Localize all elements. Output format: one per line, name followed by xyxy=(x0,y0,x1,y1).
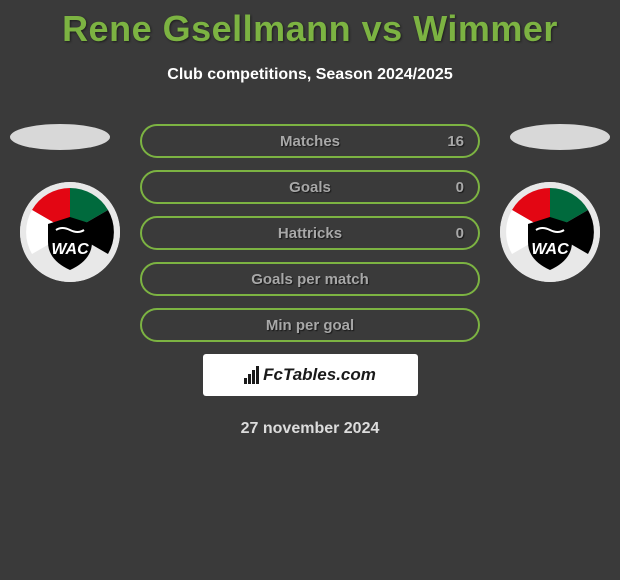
stat-label: Min per goal xyxy=(266,317,354,334)
branding-label: FcTables.com xyxy=(263,365,376,385)
stat-label: Matches xyxy=(280,133,340,150)
stat-row-goals-per-match: Goals per match xyxy=(140,262,480,296)
stat-row-min-per-goal: Min per goal xyxy=(140,308,480,342)
wac-badge-icon: WAC xyxy=(20,182,120,282)
footer-date: 27 november 2024 xyxy=(0,420,620,438)
stat-row-hattricks: Hattricks 0 xyxy=(140,216,480,250)
stat-right-value: 16 xyxy=(447,133,464,150)
comparison-area: WAC WAC Matches 16 Goals 0 Hattricks xyxy=(0,124,620,438)
stat-row-goals: Goals 0 xyxy=(140,170,480,204)
stat-right-value: 0 xyxy=(456,225,464,242)
bars-icon xyxy=(244,366,259,384)
stat-label: Goals per match xyxy=(251,271,369,288)
branding-text: FcTables.com xyxy=(244,365,376,385)
page-title: Rene Gsellmann vs Wimmer xyxy=(0,0,620,50)
player-left-avatar-placeholder xyxy=(10,124,110,150)
stat-right-value: 0 xyxy=(456,179,464,196)
player-right-club-badge: WAC xyxy=(500,182,600,282)
stats-table: Matches 16 Goals 0 Hattricks 0 Goals per… xyxy=(140,124,480,342)
svg-text:WAC: WAC xyxy=(531,241,569,258)
stat-label: Goals xyxy=(289,179,331,196)
player-right-avatar-placeholder xyxy=(510,124,610,150)
svg-text:WAC: WAC xyxy=(51,241,89,258)
player-left-club-badge: WAC xyxy=(20,182,120,282)
branding-box: FcTables.com xyxy=(203,354,418,396)
wac-badge-icon: WAC xyxy=(500,182,600,282)
stat-row-matches: Matches 16 xyxy=(140,124,480,158)
page-subtitle: Club competitions, Season 2024/2025 xyxy=(0,66,620,84)
stat-label: Hattricks xyxy=(278,225,342,242)
